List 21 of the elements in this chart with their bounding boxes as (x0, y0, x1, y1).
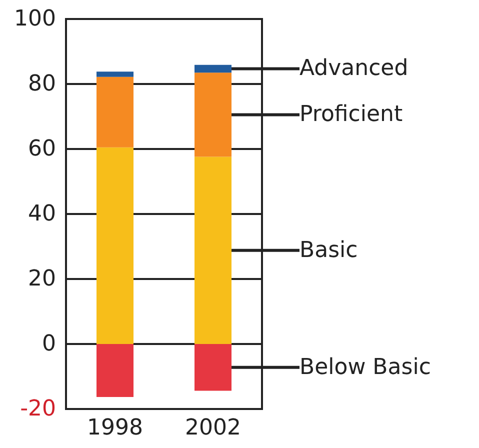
text: Basic (300, 238, 358, 263)
x-tick-label: 2002 (185, 416, 241, 440)
y-tick-label: 0 (42, 332, 56, 356)
bar (96, 72, 134, 77)
y-tick-label: 40 (28, 202, 56, 226)
y-tick-label: 80 (28, 72, 56, 96)
text: Below Basic (300, 354, 431, 380)
x-tick-label: 1998 (87, 416, 143, 440)
text: Advanced (300, 56, 408, 82)
bar (96, 344, 134, 397)
bar (194, 72, 232, 157)
bar (194, 156, 232, 344)
y-tick-label: 60 (28, 136, 56, 162)
bar (96, 76, 134, 148)
text: Proficient (300, 102, 403, 128)
y-tick-label: -20 (20, 396, 56, 422)
bar (96, 147, 134, 344)
bar (194, 64, 232, 73)
y-tick-label: 100 (14, 6, 56, 32)
y-tick-label: 20 (28, 266, 56, 292)
bar (194, 344, 232, 391)
